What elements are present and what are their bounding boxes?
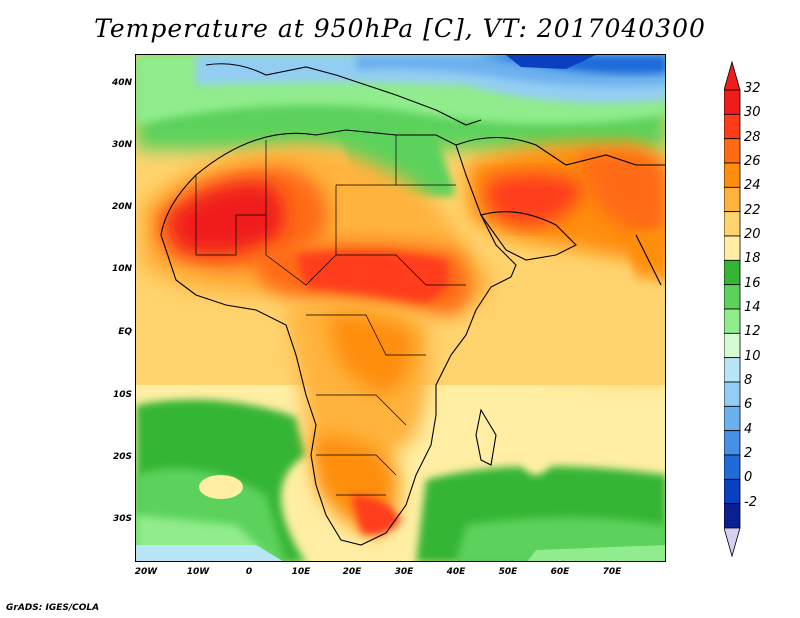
- colorbar-swatch: [723, 113, 741, 140]
- lon-tick-label: 10E: [291, 567, 311, 577]
- colorbar-label: 8: [744, 373, 753, 388]
- colorbar-label: 10: [744, 348, 761, 364]
- arabia-outline: [480, 211, 577, 261]
- lat-tick-label: 20S: [112, 452, 132, 462]
- madagascar: [475, 408, 497, 466]
- colorbar-swatch: [723, 308, 741, 334]
- colorbar-swatch: [723, 357, 741, 383]
- colorbar-swatch: [723, 138, 741, 164]
- colorbar-label: 12: [744, 324, 761, 340]
- lon-tick-label: 20W: [134, 567, 158, 577]
- map-title: Temperature at 950hPa [C], VT: 201704030…: [94, 14, 706, 43]
- lon-tick-label: 50E: [498, 567, 518, 577]
- lon-tick-label: 10W: [186, 567, 210, 577]
- colorbar-label: 4: [744, 421, 753, 437]
- colorbar-swatch: [723, 454, 741, 480]
- colorbar-swatches: [723, 60, 741, 558]
- colorbar-swatch: [723, 478, 741, 505]
- colorbar-label: 26: [744, 154, 761, 169]
- colorbar-swatch: [723, 186, 741, 213]
- colorbar-label: 14: [744, 300, 761, 315]
- colorbar-label: 32: [744, 81, 761, 96]
- india-coast: [635, 234, 662, 286]
- colorbar-label: 24: [744, 178, 761, 194]
- lon-tick-label: 30E: [394, 567, 414, 577]
- colorbar-label: 20: [744, 227, 761, 242]
- colorbar-swatch: [723, 162, 741, 188]
- field-st-helena-patch: [199, 475, 243, 499]
- colorbar-swatch: [723, 284, 741, 310]
- colorbar-label: 22: [744, 202, 761, 218]
- lon-tick-label: 20E: [342, 567, 362, 577]
- credit-text: GrADS: IGES/COLA: [6, 603, 100, 613]
- colorbar-label: 2: [744, 446, 753, 461]
- lon-tick-label: 70E: [602, 567, 622, 577]
- colorbar-upper-extend: [723, 60, 741, 91]
- colorbar-label: 0: [744, 470, 753, 486]
- colorbar-swatch: [723, 259, 741, 286]
- colorbar-label: 16: [744, 275, 761, 291]
- lat-tick-label: 30S: [112, 514, 132, 524]
- lat-tick-label: 40N: [111, 78, 132, 88]
- lat-tick-label: 10S: [112, 390, 132, 400]
- map-canvas: [136, 55, 665, 561]
- colorbar-lower-extend: [723, 527, 741, 558]
- colorbar-swatch: [723, 503, 741, 529]
- temperature-map: [135, 54, 666, 562]
- colorbar-label: -2: [744, 494, 757, 510]
- colorbar-swatch: [723, 89, 741, 115]
- lat-tick-label: 10N: [111, 264, 132, 274]
- asia-coast: [455, 136, 665, 166]
- colorbar-label: 28: [744, 129, 761, 145]
- borders: [195, 135, 466, 496]
- lat-tick-label: EQ: [118, 327, 132, 337]
- lat-tick-label: 30N: [111, 140, 132, 150]
- lon-tick-label: 0: [245, 567, 253, 577]
- lon-tick-label: 60E: [550, 567, 570, 577]
- colorbar-label: 30: [744, 105, 761, 121]
- colorbar: [723, 60, 764, 564]
- colorbar-swatch: [723, 381, 741, 407]
- colorbar-swatch: [723, 430, 741, 456]
- colorbar-label: 18: [744, 251, 761, 267]
- colorbar-swatch: [723, 332, 741, 359]
- lon-tick-label: 40E: [446, 567, 466, 577]
- colorbar-label: 6: [744, 397, 753, 413]
- colorbar-swatch: [723, 211, 741, 237]
- lat-tick-label: 20N: [111, 202, 132, 212]
- colorbar-swatch: [723, 235, 741, 261]
- colorbar-swatch: [723, 405, 741, 432]
